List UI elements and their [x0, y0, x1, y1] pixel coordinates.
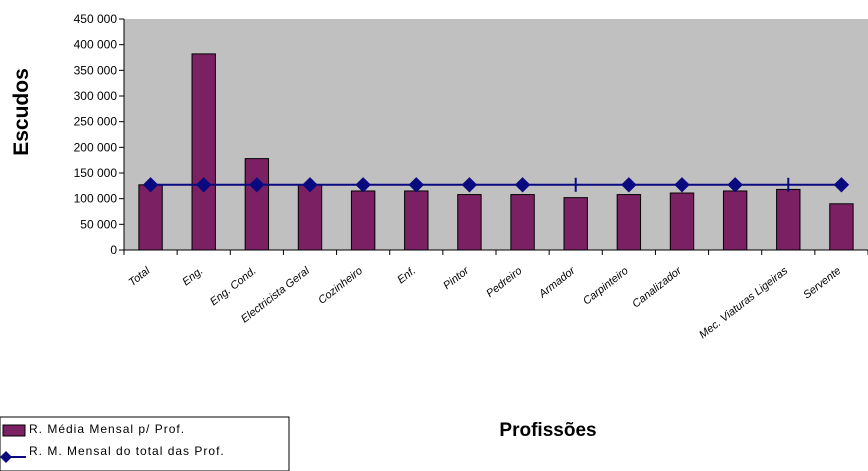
y-tick-label: 100 000: [74, 192, 118, 206]
line-point: [196, 177, 212, 193]
line-point: [621, 177, 637, 193]
x-tick-label: Pintor: [441, 264, 472, 292]
legend-label-line: R. M. Mensal do total das Prof.: [29, 444, 225, 458]
x-tick-label: Enf.: [395, 265, 418, 287]
bar: [404, 190, 429, 251]
legend: R. Média Mensal p/ Prof. R. M. Mensal do…: [0, 416, 290, 471]
y-tick-label: 50 000: [80, 217, 117, 231]
legend-label-bars: R. Média Mensal p/ Prof.: [29, 422, 185, 436]
legend-box: [0, 416, 290, 471]
x-tick-label: Armador: [536, 264, 578, 301]
line-point: [355, 177, 371, 193]
line-point: [833, 177, 850, 193]
bar: [722, 190, 748, 251]
y-tick-label: 350 000: [74, 63, 118, 77]
legend-bar-swatch: [2, 424, 26, 437]
line-point: [674, 177, 690, 193]
line-point: [514, 177, 531, 193]
x-tick-label: Servente: [801, 265, 843, 302]
y-axis-title: Escudos: [10, 68, 33, 156]
bar: [138, 184, 163, 251]
bar: [829, 203, 854, 251]
x-tick-label: Pedreiro: [484, 265, 524, 300]
line-point: [727, 177, 743, 193]
line-series: [142, 177, 850, 193]
bar: [563, 197, 588, 251]
y-tick-label: 0: [110, 243, 117, 257]
bar: [616, 194, 642, 251]
bar-series: [138, 53, 854, 251]
x-tick-label: Eng.: [180, 265, 205, 288]
y-tick-label: 450 000: [74, 12, 118, 26]
bar: [297, 184, 323, 251]
legend-diamond-marker: [0, 451, 12, 463]
x-tick-label: Total: [127, 265, 153, 289]
line-point: [249, 177, 265, 193]
plot-area: [124, 19, 868, 250]
y-tick-label: 250 000: [74, 115, 118, 129]
x-tick-label: Mec. Viaturas Ligeiras: [697, 265, 790, 342]
bar: [350, 190, 376, 251]
x-tick-label: Carpinteiro: [581, 265, 631, 308]
y-axis: 0 50 000 100 000 150 000 200 000 250 000 300 0…: [74, 12, 125, 257]
x-tick-label: Eng. Cond.: [208, 265, 259, 308]
y-tick-label: 200 000: [74, 140, 118, 154]
line-point: [461, 177, 478, 193]
x-tick-label: Cozinheiro: [316, 265, 365, 307]
y-tick-label: 300 000: [74, 89, 118, 103]
bar: [244, 158, 270, 251]
x-axis-title: Profissões: [499, 420, 596, 441]
line-point: [302, 177, 318, 193]
y-tick-label: 150 000: [74, 166, 118, 180]
x-tick-label: Canalizador: [630, 264, 685, 310]
bar: [669, 192, 695, 251]
y-tick-label: 400 000: [74, 38, 118, 52]
bar: [191, 53, 216, 251]
bar: [457, 194, 482, 251]
line-point: [408, 177, 424, 193]
x-axis: Total Eng. Eng. Cond.Electricista Geral Coz…: [123, 249, 868, 342]
bar: [510, 194, 535, 251]
line-point: [142, 177, 159, 193]
bar: [776, 188, 801, 251]
